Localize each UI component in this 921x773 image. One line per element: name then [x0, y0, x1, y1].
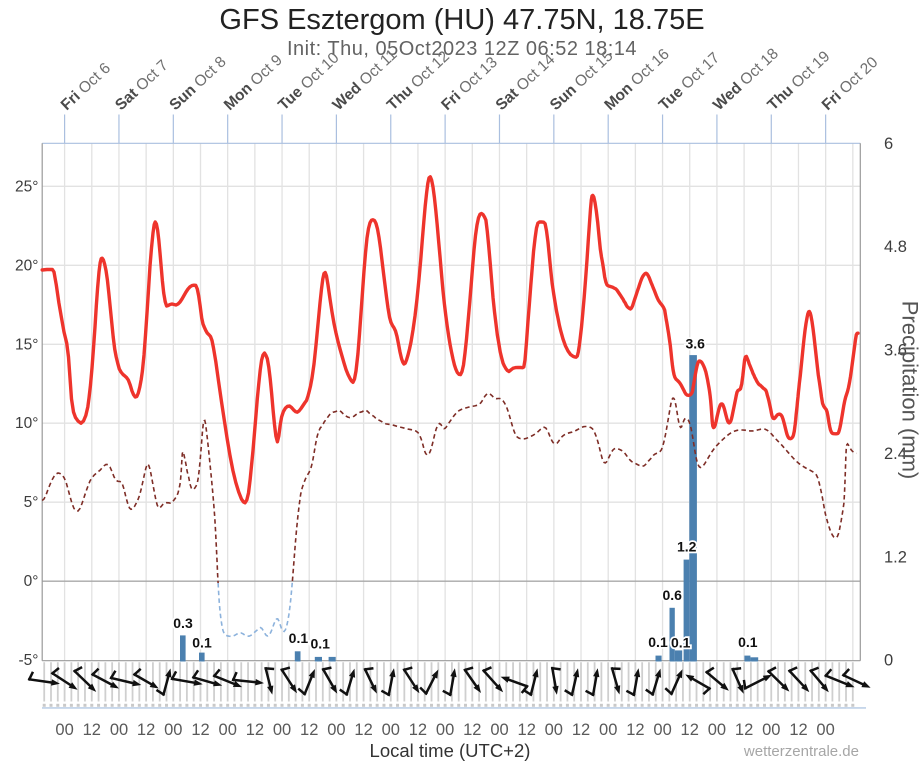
svg-text:20°: 20°: [15, 257, 38, 274]
svg-text:25°: 25°: [15, 178, 38, 195]
svg-text:1.2: 1.2: [677, 539, 697, 555]
svg-text:Precipitation (mm): Precipitation (mm): [898, 301, 921, 479]
svg-text:12: 12: [572, 721, 590, 739]
svg-text:12: 12: [681, 721, 699, 739]
svg-text:1.2: 1.2: [884, 548, 907, 566]
svg-text:12: 12: [354, 721, 372, 739]
svg-text:00: 00: [273, 721, 291, 739]
svg-text:0: 0: [884, 652, 893, 670]
svg-text:12: 12: [83, 721, 101, 739]
svg-text:12: 12: [409, 721, 427, 739]
svg-text:00: 00: [436, 721, 454, 739]
svg-text:00: 00: [490, 721, 508, 739]
svg-text:0.1: 0.1: [310, 636, 330, 652]
svg-text:12: 12: [626, 721, 644, 739]
svg-text:GFS Esztergom (HU) 47.75N, 18.: GFS Esztergom (HU) 47.75N, 18.75E: [219, 4, 704, 36]
svg-text:0.1: 0.1: [738, 634, 758, 650]
svg-text:00: 00: [382, 721, 400, 739]
svg-text:wetterzentrale.de: wetterzentrale.de: [743, 743, 859, 760]
svg-text:-5°: -5°: [19, 652, 39, 669]
svg-text:12: 12: [518, 721, 536, 739]
svg-text:3.6: 3.6: [685, 336, 705, 352]
svg-text:00: 00: [762, 721, 780, 739]
svg-text:12: 12: [137, 721, 155, 739]
svg-text:0.1: 0.1: [192, 635, 212, 651]
svg-text:Local time (UTC+2): Local time (UTC+2): [370, 740, 531, 761]
svg-text:12: 12: [735, 721, 753, 739]
svg-text:12: 12: [246, 721, 264, 739]
svg-text:00: 00: [545, 721, 563, 739]
svg-text:0.1: 0.1: [671, 635, 691, 651]
svg-text:00: 00: [327, 721, 345, 739]
svg-text:Init: Thu, 05Oct2023 12Z 06:52: Init: Thu, 05Oct2023 12Z 06:52 18:14: [287, 38, 637, 60]
svg-text:12: 12: [463, 721, 481, 739]
svg-text:0.3: 0.3: [173, 615, 193, 631]
svg-text:15°: 15°: [15, 336, 38, 353]
svg-text:4.8: 4.8: [884, 238, 907, 256]
svg-text:0.1: 0.1: [648, 634, 668, 650]
svg-text:6: 6: [884, 135, 893, 153]
svg-text:00: 00: [219, 721, 237, 739]
svg-text:12: 12: [191, 721, 209, 739]
svg-text:10°: 10°: [15, 415, 38, 432]
svg-text:00: 00: [55, 721, 73, 739]
svg-text:0.1: 0.1: [289, 630, 309, 646]
svg-text:00: 00: [110, 721, 128, 739]
svg-text:12: 12: [789, 721, 807, 739]
svg-text:0.6: 0.6: [662, 587, 682, 603]
svg-text:5°: 5°: [24, 494, 39, 511]
svg-text:00: 00: [599, 721, 617, 739]
svg-text:12: 12: [300, 721, 318, 739]
svg-text:00: 00: [708, 721, 726, 739]
svg-text:00: 00: [653, 721, 671, 739]
svg-text:0°: 0°: [24, 573, 39, 590]
svg-text:00: 00: [164, 721, 182, 739]
svg-text:00: 00: [816, 721, 834, 739]
